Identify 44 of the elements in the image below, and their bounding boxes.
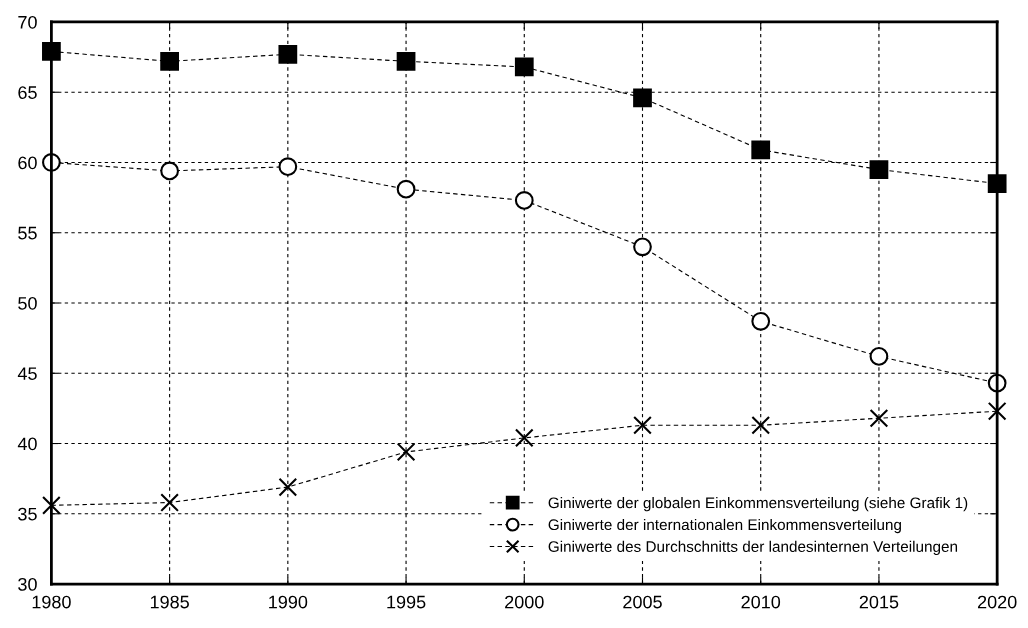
x-tick-label: 2010 [741,595,781,609]
y-tick-label: 30 [18,577,37,591]
x-tick-label: 2020 [977,595,1017,609]
point [633,415,652,435]
x-tick-label: 1985 [150,595,189,609]
point [751,140,771,160]
point [278,157,298,177]
point [751,311,771,331]
point [514,57,534,77]
point [160,493,179,512]
point [514,428,534,448]
legend-label: Giniwerte der globalen Einkommensverteilung (siehe Grafik 1) [548,497,968,512]
point [160,161,179,181]
y-tick-label: 65 [18,86,37,99]
y-tick-label: 45 [17,367,37,380]
x-tick-label: 2005 [623,595,662,609]
point [396,179,416,199]
x-tick-label: 2015 [859,595,899,609]
point [633,88,652,108]
point [396,51,416,71]
x-tick-label: 2000 [505,595,544,609]
point [514,191,534,210]
point [160,51,179,71]
point [278,44,298,64]
x-tick-label: 1990 [269,595,308,609]
y-tick-label: 60 [18,156,37,170]
point [396,442,416,462]
point [869,408,889,428]
y-tick-label: 40 [17,437,37,451]
legend-label: Giniwerte der internationalen Einkommensverteilung [548,518,901,534]
x-tick-label: 1995 [387,595,426,609]
point [869,347,889,366]
point [42,495,61,515]
point [633,237,652,257]
y-tick-label: 70 [18,15,37,29]
point [987,401,1007,421]
y-tick-label: 55 [18,226,37,240]
point [278,477,298,497]
x-tick-label: 1980 [32,595,71,609]
point [751,415,771,435]
y-tick-label: 50 [18,296,37,310]
point [869,160,889,179]
legend-label: Giniwerte des Durchschnitts der landesinternen Verteilungen [548,540,958,556]
y-tick-label: 35 [18,507,37,521]
